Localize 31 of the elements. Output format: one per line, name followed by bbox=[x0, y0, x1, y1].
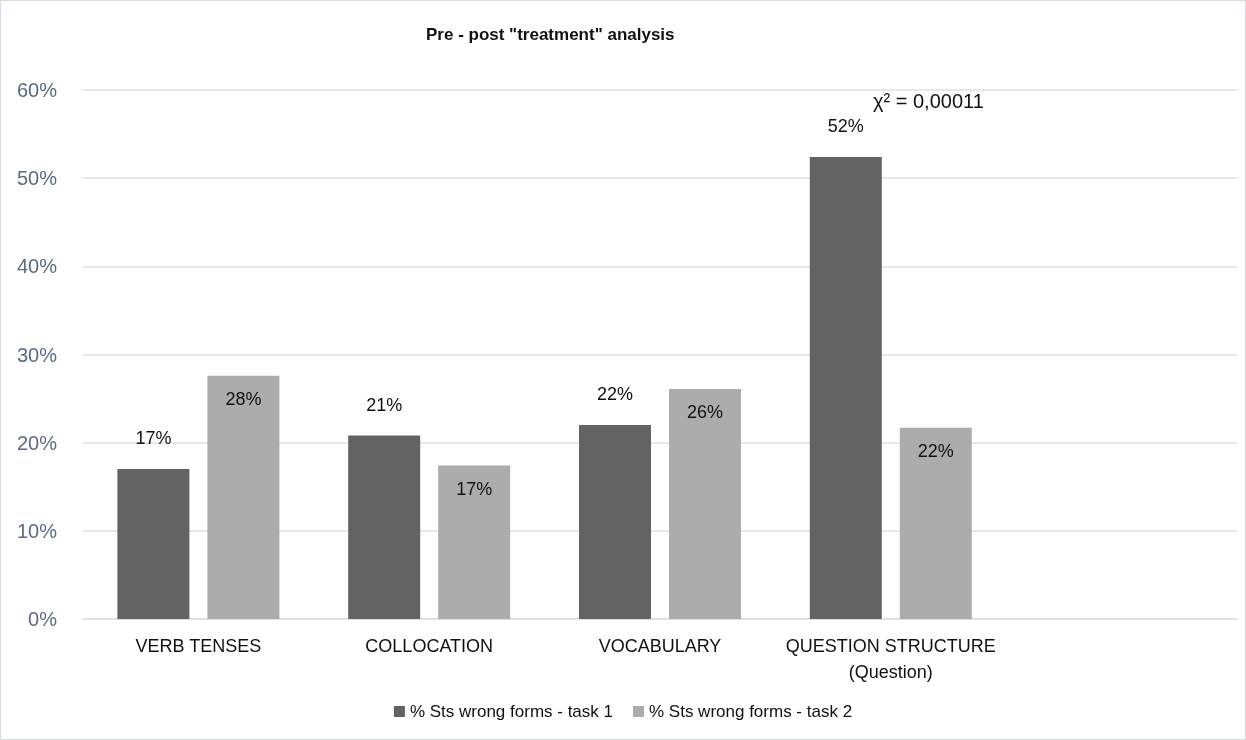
data-label: 22% bbox=[917, 440, 954, 461]
bar bbox=[207, 375, 280, 619]
data-label: 22% bbox=[596, 384, 634, 405]
data-label: 26% bbox=[686, 401, 724, 422]
bar bbox=[348, 435, 421, 619]
data-label: 52% bbox=[827, 116, 864, 137]
chart-title: Pre - post "treatment" analysis bbox=[426, 25, 675, 44]
data-label: 17% bbox=[135, 428, 172, 449]
y-tick-label: 10% bbox=[16, 519, 58, 542]
y-tick-label: 0% bbox=[28, 608, 58, 630]
x-tick-label: VERB TENSES bbox=[135, 636, 262, 656]
legend-label: % Sts wrong forms - task 1 bbox=[409, 702, 614, 721]
data-label: 21% bbox=[366, 394, 403, 415]
x-tick-label: VOCABULARY bbox=[598, 636, 722, 656]
bar bbox=[809, 157, 882, 619]
bar bbox=[438, 465, 511, 619]
y-tick-label: 30% bbox=[16, 343, 58, 366]
x-tick-label: QUESTION STRUCTURE (Question) bbox=[785, 636, 996, 682]
bar bbox=[579, 425, 651, 619]
bar bbox=[899, 427, 972, 619]
x-tick-label: COLLOCATION bbox=[365, 636, 494, 656]
bar bbox=[669, 388, 741, 619]
y-tick-label: 60% bbox=[16, 79, 58, 101]
y-tick-label: 40% bbox=[16, 255, 58, 278]
legend-label: % Sts wrong forms - task 2 bbox=[649, 702, 853, 721]
y-tick-label: 50% bbox=[16, 167, 58, 190]
y-tick-label: 20% bbox=[16, 431, 58, 454]
data-label: 28% bbox=[225, 388, 262, 409]
annotation: χ² = 0,00011 bbox=[873, 90, 984, 112]
bar bbox=[117, 469, 190, 619]
data-label: 17% bbox=[456, 478, 493, 499]
